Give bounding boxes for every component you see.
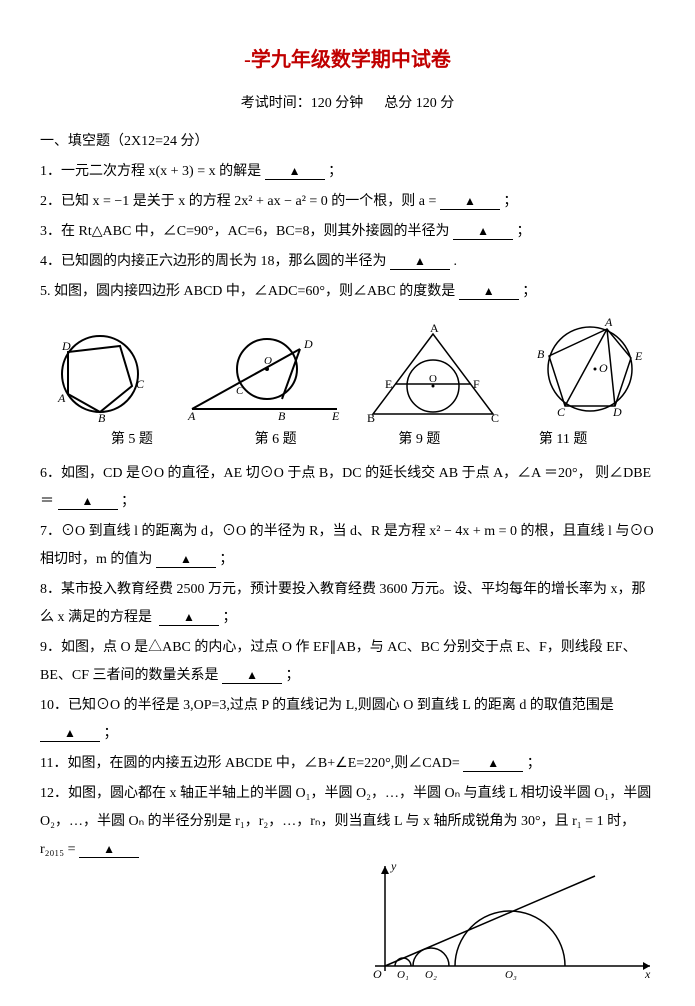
question-7: 7．⊙O 到直线 l 的距离为 d，⊙O 的半径为 R，当 d、R 是方程 x²… (40, 518, 655, 574)
q2-end: ； (503, 194, 517, 209)
svg-text:O: O (264, 355, 272, 367)
svg-text:A: A (187, 409, 196, 423)
q8-text: 8．某市投入教育经费 2500 万元，预计要投入教育经费 3600 万元。设、平… (40, 582, 646, 625)
svg-text:C: C (557, 405, 566, 419)
blank-1: ▲ (265, 165, 325, 180)
svg-text:E: E (331, 409, 340, 423)
blank-3: ▲ (453, 225, 513, 240)
question-11: 11．如图，在圆的内接五边形 ABCDE 中，∠B+∠E=220°,则∠CAD=… (40, 750, 655, 778)
question-8: 8．某市投入教育经费 2500 万元，预计要投入教育经费 3600 万元。设、平… (40, 576, 655, 632)
svg-text:E: E (385, 377, 392, 391)
q7-text: 7．⊙O 到直线 l 的距离为 d，⊙O 的半径为 R，当 d、R 是方程 x²… (40, 524, 654, 567)
svg-text:O₂: O₂ (425, 969, 437, 981)
svg-text:B: B (98, 411, 106, 424)
caption-6: 第 6 题 (204, 426, 348, 454)
svg-text:O₁: O₁ (397, 969, 409, 981)
blank-2: ▲ (440, 195, 500, 210)
blank-6: ▲ (58, 495, 118, 510)
figure-captions: 第 5 题 第 6 题 第 9 题 第 11 题 (60, 426, 635, 454)
exam-info: 考试时间：120 分钟 总分 120 分 (40, 90, 655, 118)
svg-text:D: D (303, 337, 313, 351)
svg-text:B: B (537, 347, 545, 361)
section-heading: 一、填空题（2X12=24 分） (40, 128, 655, 156)
svg-text:E: E (634, 349, 643, 363)
q3-text: 3．在 Rt△ABC 中，∠C=90°，AC=6，BC=8，则其外接圆的半径为 (40, 224, 450, 239)
caption-5: 第 5 题 (60, 426, 204, 454)
q11-end: ； (527, 756, 541, 771)
svg-text:O: O (429, 373, 437, 385)
figure-q12: O x y O₁ O₂ O₃ (355, 856, 655, 986)
caption-11: 第 11 题 (491, 426, 635, 454)
q9-text: 9．如图，点 O 是△ABC 的内心，过点 O 作 EF∥AB，与 AC、BC … (40, 640, 637, 683)
figure-q12-wrap: O x y O₁ O₂ O₃ (40, 856, 655, 986)
question-2: 2．已知 x = −1 是关于 x 的方程 2x² + ax − a² = 0 … (40, 188, 655, 216)
svg-text:A: A (57, 391, 66, 405)
question-12: 12．如图，圆心都在 x 轴正半轴上的半圆 O₁，半圆 O₂，…，半圆 Oₙ 与… (40, 780, 655, 864)
exam-time: 考试时间：120 分钟 (241, 96, 364, 111)
exam-total: 总分 120 分 (384, 96, 454, 111)
figure-q6: O D A B E C (182, 324, 342, 424)
svg-text:O₃: O₃ (505, 969, 517, 981)
svg-text:D: D (61, 339, 71, 353)
caption-9: 第 9 题 (348, 426, 492, 454)
svg-text:A: A (604, 315, 613, 329)
question-10: 10．已知⊙O 的半径是 3,OP=3,过点 P 的直线记为 L,则圆心 O 到… (40, 692, 655, 748)
q9-end: ； (286, 668, 300, 683)
svg-text:O: O (373, 967, 382, 981)
svg-text:F: F (473, 377, 480, 391)
svg-text:y: y (390, 859, 397, 873)
q7-end: ； (219, 552, 233, 567)
q3-end: ； (517, 224, 531, 239)
blank-5: ▲ (459, 285, 519, 300)
q1-end: ； (328, 164, 342, 179)
svg-text:B: B (367, 411, 375, 424)
q4-text: 4．已知圆的内接正六边形的周长为 18，那么圆的半径为 (40, 254, 387, 269)
q5-end: ； (522, 284, 536, 299)
q10-end: ； (104, 726, 118, 741)
q4-end: . (454, 254, 458, 269)
figure-q5: D C B A (40, 324, 160, 424)
question-1: 1．一元二次方程 x(x + 3) = x 的解是 ▲ ； (40, 158, 655, 186)
svg-text:C: C (236, 385, 244, 397)
q10-text: 10．已知⊙O 的半径是 3,OP=3,过点 P 的直线记为 L,则圆心 O 到… (40, 698, 614, 713)
svg-text:C: C (491, 411, 499, 424)
q8-end: ； (223, 610, 237, 625)
blank-11: ▲ (463, 757, 523, 772)
question-3: 3．在 Rt△ABC 中，∠C=90°，AC=6，BC=8，则其外接圆的半径为 … (40, 218, 655, 246)
blank-9: ▲ (222, 669, 282, 684)
q5-text: 5. 如图，圆内接四边形 ABCD 中，∠ADC=60°，则∠ABC 的度数是 (40, 284, 455, 299)
q6-end: ； (121, 494, 135, 509)
blank-8: ▲ (159, 611, 219, 626)
question-9: 9．如图，点 O 是△ABC 的内心，过点 O 作 EF∥AB，与 AC、BC … (40, 634, 655, 690)
svg-text:A: A (430, 324, 439, 335)
blank-12: ▲ (79, 843, 139, 858)
svg-text:C: C (136, 377, 145, 391)
question-4: 4．已知圆的内接正六边形的周长为 18，那么圆的半径为 ▲ . (40, 248, 655, 276)
q1-text: 1．一元二次方程 x(x + 3) = x 的解是 (40, 164, 261, 179)
svg-text:B: B (278, 409, 286, 423)
blank-7: ▲ (156, 553, 216, 568)
figure-q11: O A B C D E (525, 314, 655, 424)
svg-text:x: x (644, 967, 651, 981)
q11-text: 11．如图，在圆的内接五边形 ABCDE 中，∠B+∠E=220°,则∠CAD= (40, 756, 460, 771)
q2-text: 2．已知 x = −1 是关于 x 的方程 2x² + ax − a² = 0 … (40, 194, 436, 209)
svg-text:D: D (612, 405, 622, 419)
question-6: 6．如图，CD 是⊙O 的直径，AE 切⊙O 于点 B，DC 的延长线交 AB … (40, 460, 655, 516)
blank-4: ▲ (390, 255, 450, 270)
figure-q9: A O E F B C (363, 324, 503, 424)
blank-10: ▲ (40, 727, 100, 742)
page-title: -学九年级数学期中试卷 (40, 40, 655, 80)
question-5: 5. 如图，圆内接四边形 ABCD 中，∠ADC=60°，则∠ABC 的度数是 … (40, 278, 655, 306)
svg-text:O: O (599, 361, 608, 375)
figures-row: D C B A O D A B E C A O E F (40, 314, 655, 424)
